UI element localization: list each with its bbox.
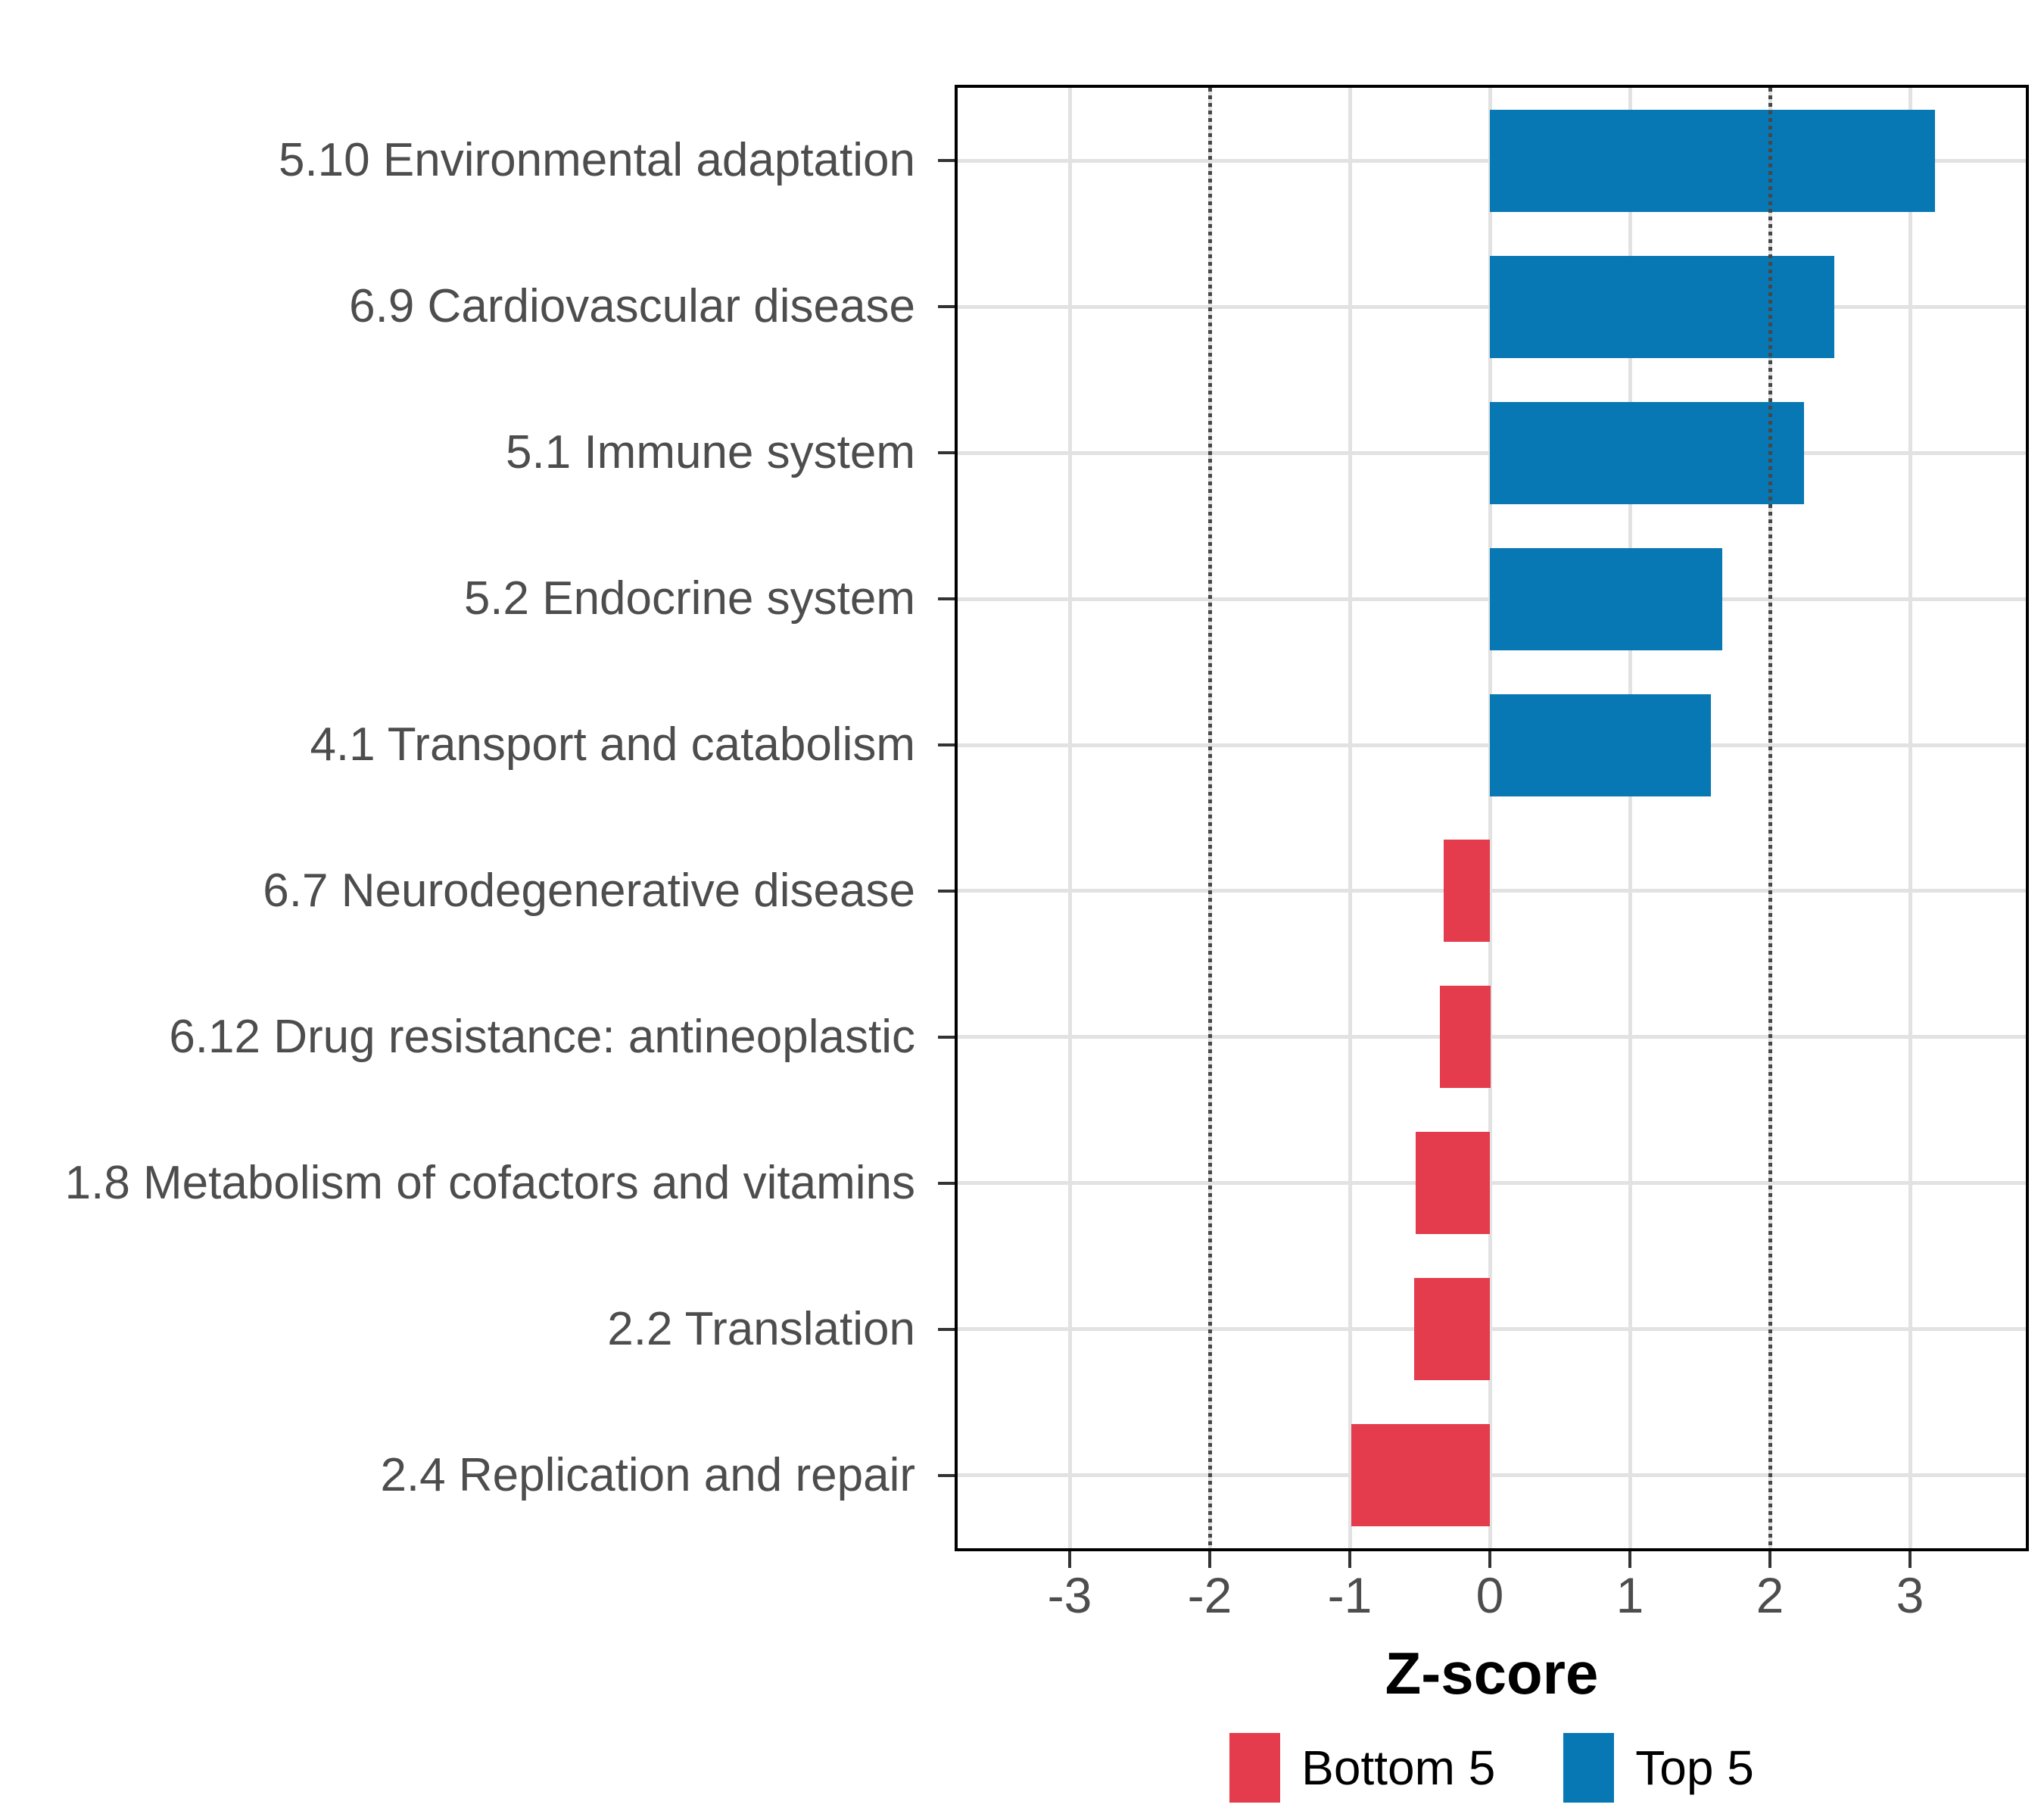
category-label: 5.10 Environmental adaptation [278,134,915,186]
gridline-vertical [1068,88,1072,1548]
gridline-vertical [1908,88,1912,1548]
bar-bottom-5 [1416,1132,1490,1234]
y-axis-tick [938,743,955,746]
y-axis-tick [938,1182,955,1185]
x-axis-tick [1908,1551,1912,1568]
bar-top-5 [1490,548,1722,650]
bar-top-5 [1490,694,1711,796]
gridline-vertical [1348,88,1352,1548]
category-label: 4.1 Transport and catabolism [310,718,915,771]
x-tick-label: -2 [1187,1567,1232,1623]
y-axis-tick [938,159,955,162]
reference-line [1208,88,1212,1548]
category-label: 6.7 Neurodegenerative disease [263,865,915,917]
bar-bottom-5 [1351,1424,1490,1526]
category-label: 2.4 Replication and repair [380,1449,915,1501]
x-axis-tick [1768,1551,1771,1568]
x-tick-label: 1 [1616,1567,1644,1623]
legend-swatch-bottom-5 [1229,1733,1281,1803]
legend-label: Bottom 5 [1301,1741,1496,1795]
x-axis-tick [1628,1551,1631,1568]
category-label: 5.2 Endocrine system [463,572,915,625]
y-axis-tick [938,890,955,893]
category-label: 6.9 Cardiovascular disease [349,280,915,332]
legend: Bottom 5 Top 5 [958,1726,2026,1809]
legend-label: Top 5 [1635,1741,1754,1795]
y-axis-tick [938,1328,955,1331]
x-axis-tick [1488,1551,1491,1568]
y-axis-tick [938,1474,955,1477]
bar-top-5 [1490,256,1834,358]
category-label: 5.1 Immune system [506,426,915,478]
bar-bottom-5 [1444,840,1490,942]
y-axis-tick [938,1036,955,1039]
category-label: 1.8 Metabolism of cofactors and vitamins [64,1157,915,1209]
x-axis-tick [1208,1551,1211,1568]
category-label: 2.2 Translation [607,1303,915,1355]
x-axis-tick [1068,1551,1071,1568]
plot-panel [955,85,2029,1551]
category-label: 6.12 Drug resistance: antineoplastic [169,1011,915,1063]
x-tick-label: -3 [1047,1567,1092,1623]
gridline-vertical [1488,88,1492,1548]
x-tick-label: 3 [1896,1567,1924,1623]
x-tick-label: -1 [1327,1567,1373,1623]
x-axis-title: Z-score [1385,1640,1599,1706]
legend-swatch-top-5 [1563,1733,1615,1803]
bar-bottom-5 [1414,1278,1490,1380]
reference-line [1768,88,1772,1548]
x-tick-label: 0 [1475,1567,1504,1623]
bar-bottom-5 [1440,986,1491,1088]
y-axis-tick [938,451,955,454]
y-axis-tick [938,305,955,308]
gridline-vertical [1628,88,1632,1548]
bar-top-5 [1490,402,1804,504]
y-axis-tick [938,597,955,600]
x-tick-label: 2 [1756,1567,1784,1623]
bar-top-5 [1490,110,1935,212]
x-axis-tick [1348,1551,1351,1568]
